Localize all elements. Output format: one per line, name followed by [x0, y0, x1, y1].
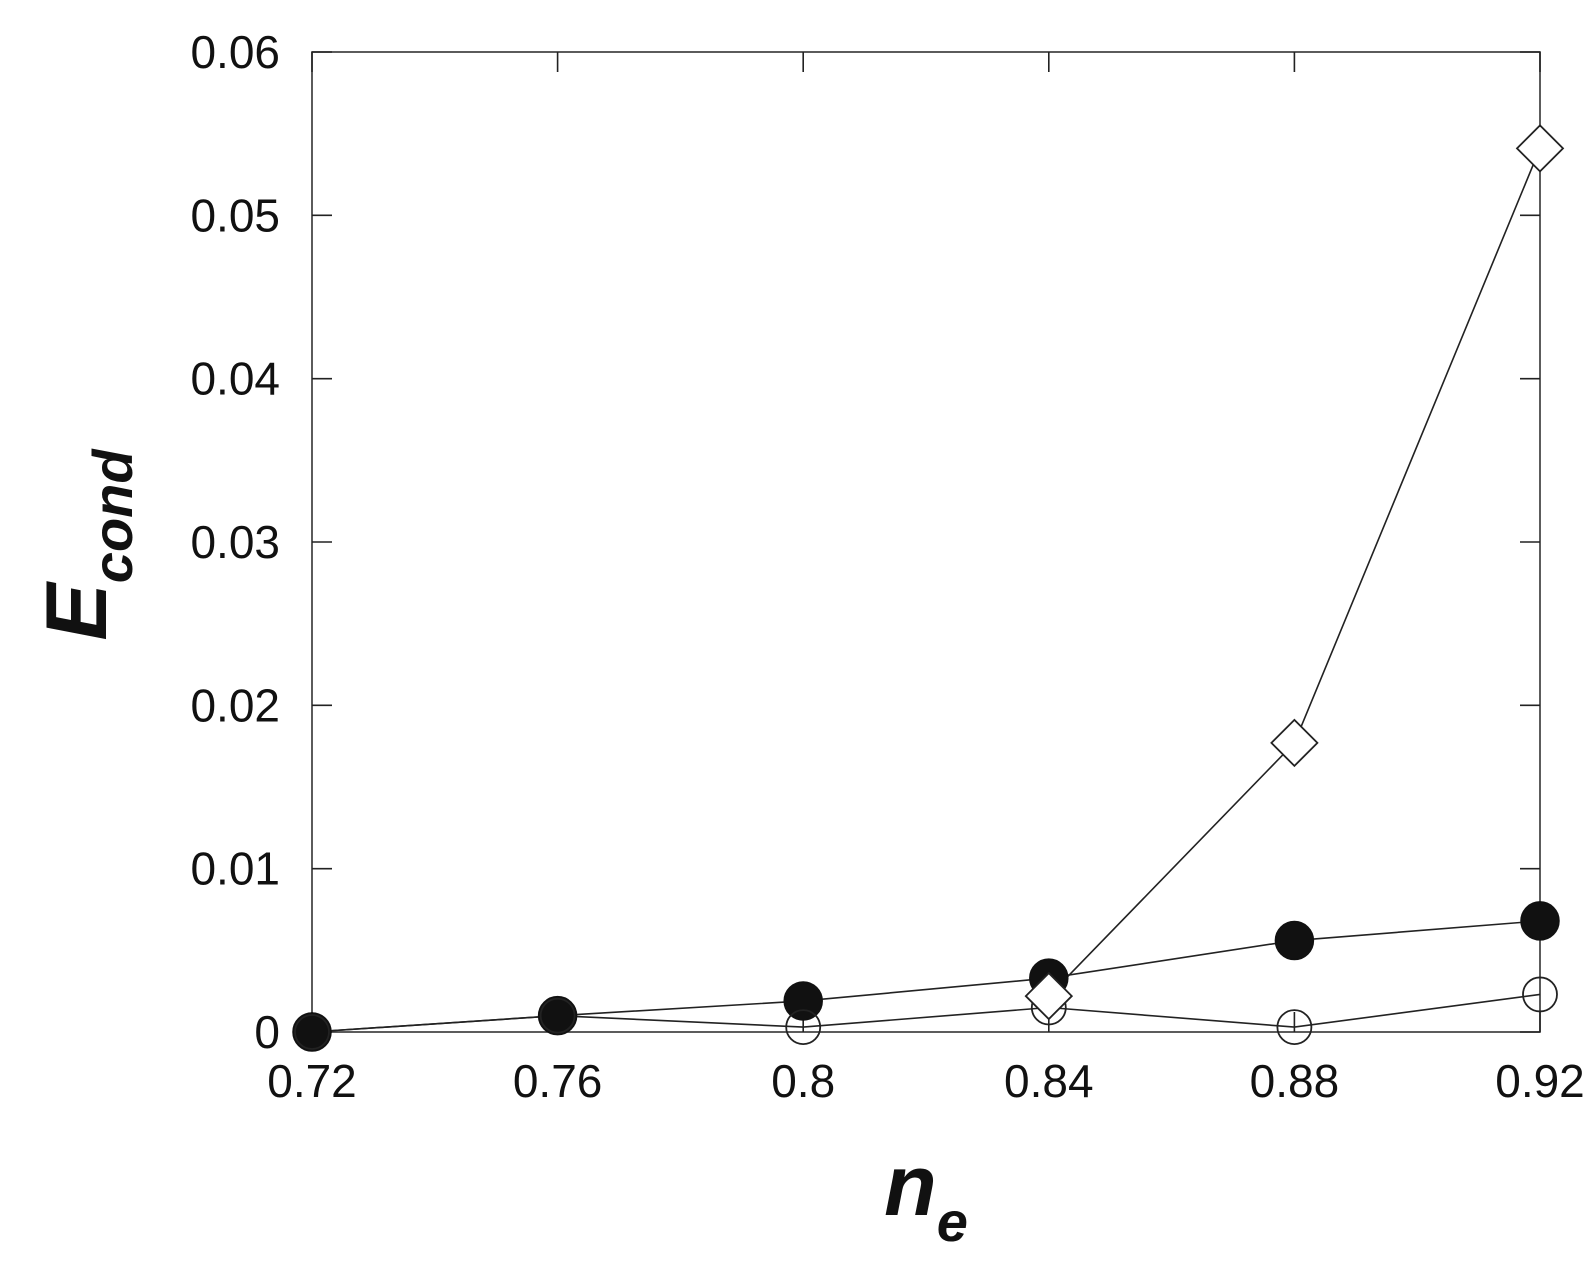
open-diamond-point: [1024, 971, 1074, 1021]
open-circle-point: [1522, 976, 1558, 1013]
y-axis-title: Econd: [29, 448, 144, 641]
y-tick-label: 0.04: [190, 353, 280, 405]
y-tick-label: 0.05: [190, 189, 280, 241]
series-layer: [292, 124, 1565, 1052]
y-tick-label: 0.03: [190, 516, 280, 568]
y-axis-title-main: E: [29, 581, 125, 641]
series-3-line: [1048, 148, 1541, 997]
open-circle-point: [785, 1009, 822, 1045]
open-diamond-point: [1270, 718, 1319, 768]
x-tick-label: 0.8: [771, 1055, 835, 1107]
x-tick-label: 0.72: [267, 1055, 357, 1107]
y-axis-title-subscript: cond: [81, 448, 144, 584]
x-axis-title-main: n: [884, 1138, 937, 1234]
axis-tick-labels: 0.72 0.76 0.8 0.84 0.88 0.92 0 0.01 0.02 0.03 0.04…: [190, 26, 1584, 1107]
open-diamond-point: [1515, 124, 1565, 173]
y-tick-label: 0: [254, 1006, 280, 1058]
y-tick-label: 0.02: [190, 679, 280, 731]
filled-circle-point: [537, 995, 578, 1036]
x-tick-label: 0.76: [513, 1055, 603, 1107]
x-axis-title-subscript: e: [937, 1190, 968, 1253]
plot-frame: [311, 51, 1541, 1033]
open-circle-point: [294, 1014, 330, 1050]
x-tick-label: 0.88: [1250, 1055, 1340, 1107]
open-circle-point: [539, 997, 576, 1034]
filled-circle-point: [783, 981, 823, 1021]
y-tick-label: 0.06: [190, 26, 280, 78]
open-circle-point: [1276, 1009, 1313, 1045]
x-axis-title: ne: [884, 1138, 968, 1253]
series-1-line: [311, 920, 1541, 1033]
filled-circle-point: [292, 1012, 332, 1052]
x-tick-label: 0.92: [1495, 1055, 1585, 1107]
series-2-line: [311, 993, 1541, 1033]
filled-circle-point: [1520, 901, 1560, 941]
axis-ticks: [311, 51, 1541, 1033]
x-tick-label: 0.84: [1004, 1055, 1094, 1107]
filled-circle-point: [1274, 920, 1315, 961]
y-tick-label: 0.01: [190, 843, 280, 895]
